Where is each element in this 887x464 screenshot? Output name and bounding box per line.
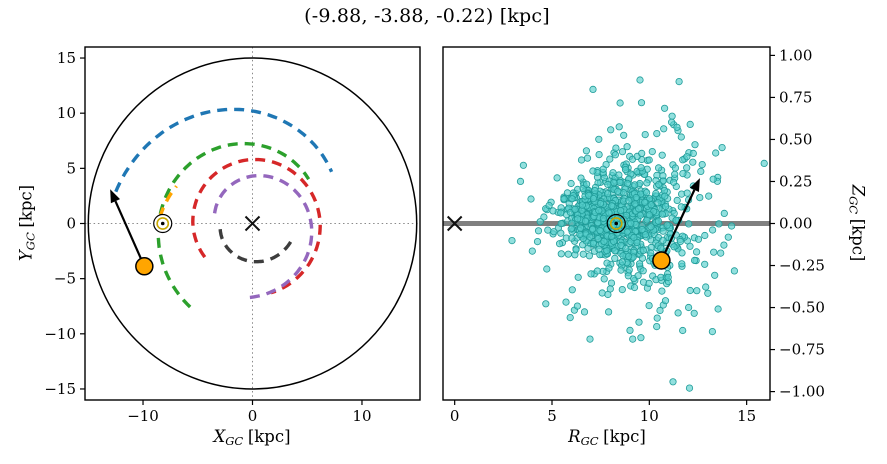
tick-label: 10 (57, 104, 76, 122)
tick-label: 5 (66, 159, 76, 177)
tick-label: 15 (57, 49, 76, 67)
scatter-points (508, 76, 768, 392)
tick-label: 0.75 (779, 88, 812, 106)
r-axis-unit: [kpc] (603, 427, 646, 446)
tick-label: −10 (44, 325, 76, 343)
tick-label: 1.00 (779, 46, 812, 64)
tick-label: 5 (547, 407, 557, 425)
y-axis-subscript: GC (23, 232, 38, 251)
y-axis-label-left-panel: YGC [kpc] (16, 184, 38, 262)
x-axis-label-right-panel: RGC [kpc] (568, 427, 646, 448)
tick-label: −10 (127, 407, 159, 425)
tick-label: 10 (640, 407, 659, 425)
tick-label: −0.50 (779, 299, 825, 317)
tick-label: −1.00 (779, 383, 825, 401)
r-axis-symbol: R (568, 427, 581, 446)
tick-label: 0.50 (779, 130, 812, 148)
tick-label: 0 (248, 407, 258, 425)
spiral-arm-blue (114, 107, 334, 193)
z-axis-unit: [kpc] (848, 218, 868, 262)
tick-label: −0.75 (779, 341, 825, 359)
r-axis-subscript: GC (580, 434, 599, 448)
y-axis-unit: [kpc] (16, 184, 36, 228)
galaxy-boundary-circle (87, 57, 418, 390)
x-axis-subscript: GC (225, 434, 244, 448)
xy-panel-content (85, 47, 420, 400)
spiral-arm-purple (212, 173, 314, 300)
velocity-arrow (660, 178, 700, 261)
tick-label: 15 (737, 407, 756, 425)
galactic-center-x-marker (244, 215, 261, 232)
sun-marker (153, 213, 173, 234)
tick-label: 0 (66, 215, 76, 233)
rz-panel-content (443, 76, 770, 392)
spiral-arm-orange-local (158, 185, 178, 218)
x-axis-label-left-panel: XGC [kpc] (213, 427, 291, 448)
figure-title: (-9.88, -3.88, -0.22) [kpc] (304, 5, 550, 27)
star-position-marker (135, 257, 154, 276)
tick-label: −0.25 (779, 257, 825, 275)
x-axis-unit: [kpc] (247, 427, 291, 446)
x-axis-symbol: X (213, 427, 226, 446)
tick-label: 10 (352, 407, 371, 425)
tick-label: −5 (54, 270, 76, 288)
spiral-arm-green (156, 141, 311, 309)
velocity-arrow (110, 189, 146, 267)
galactic-center-x-marker (446, 215, 463, 232)
z-axis-symbol: Z (848, 184, 868, 197)
y-axis-label-right-panel: ZGC [kpc] (846, 184, 868, 262)
sun-marker (606, 213, 626, 234)
tick-label: −15 (44, 380, 76, 398)
star-position-marker (652, 251, 671, 270)
tick-label: 0 (450, 407, 460, 425)
tick-label: 0.00 (779, 215, 812, 233)
spiral-arm-gray (218, 229, 295, 264)
z-axis-subscript: GC (846, 196, 861, 215)
spiral-arm-red (191, 157, 322, 295)
y-axis-symbol: Y (16, 250, 36, 262)
tick-label: 0.25 (779, 172, 812, 190)
